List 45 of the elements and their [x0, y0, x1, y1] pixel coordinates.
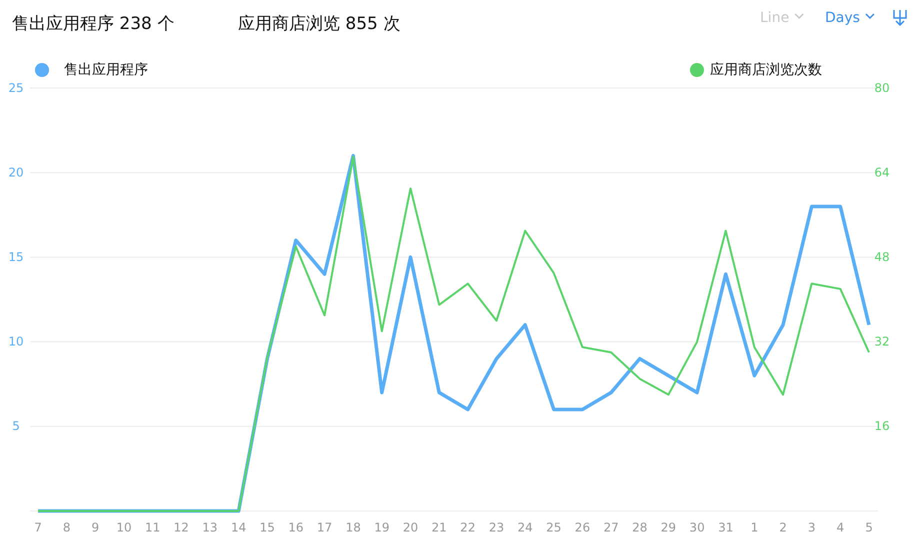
x-tick-label: 29: [660, 520, 676, 535]
legend-label: 售出应用程序: [64, 62, 148, 78]
x-tick-label: 2: [779, 520, 787, 535]
legend-label: 应用商店浏览次数: [710, 62, 822, 78]
x-tick-label: 8: [62, 520, 70, 535]
x-tick-label: 16: [288, 520, 304, 535]
x-tick-label: 20: [402, 520, 418, 535]
text: Days: [825, 10, 860, 26]
x-tick-label: 31: [718, 520, 734, 535]
y-tick-label: 15: [8, 250, 24, 264]
x-tick-label: 28: [632, 520, 648, 535]
x-tick-label: 21: [432, 520, 447, 535]
x-tick-label: 17: [316, 520, 332, 535]
x-tick-label: 4: [836, 520, 844, 535]
x-tick-label: 5: [865, 520, 873, 535]
x-tick-label: 11: [144, 520, 160, 535]
x-tick-label: 24: [517, 520, 533, 535]
x-tick-label: 3: [808, 520, 816, 535]
y2-tick-label: 16: [874, 419, 890, 434]
x-tick-label: 1: [750, 520, 758, 535]
chart-subtitle: 应用商店浏览 855 次: [238, 14, 400, 34]
x-tick-label: 27: [603, 520, 619, 535]
x-tick-label: 15: [260, 520, 275, 535]
x-tick-label: 23: [488, 520, 504, 535]
y2-tick-label: 80: [874, 80, 890, 95]
x-tick-label: 18: [346, 520, 361, 535]
y2-tick-label: 48: [874, 250, 890, 264]
y2-tick-label: 32: [874, 334, 890, 349]
chart-title: 售出应用程序 238 个: [12, 14, 174, 34]
y-tick-label: 25: [8, 80, 24, 95]
x-tick-label: 10: [116, 520, 132, 535]
y-tick-label: 20: [8, 165, 24, 180]
y-tick-label: 10: [8, 334, 24, 349]
x-tick-label: 22: [460, 520, 476, 535]
x-tick-label: 14: [230, 520, 246, 535]
x-tick-label: 12: [174, 520, 189, 535]
x-tick-label: 26: [574, 520, 590, 535]
x-tick-label: 25: [546, 520, 562, 535]
x-tick-label: 7: [34, 520, 42, 535]
x-tick-label: 19: [374, 520, 390, 535]
x-tick-label: 13: [202, 520, 218, 535]
y2-tick-label: 64: [874, 165, 890, 180]
y-tick-label: 5: [12, 419, 20, 434]
x-tick-label: 9: [91, 520, 100, 535]
x-tick-label: 30: [689, 520, 705, 535]
